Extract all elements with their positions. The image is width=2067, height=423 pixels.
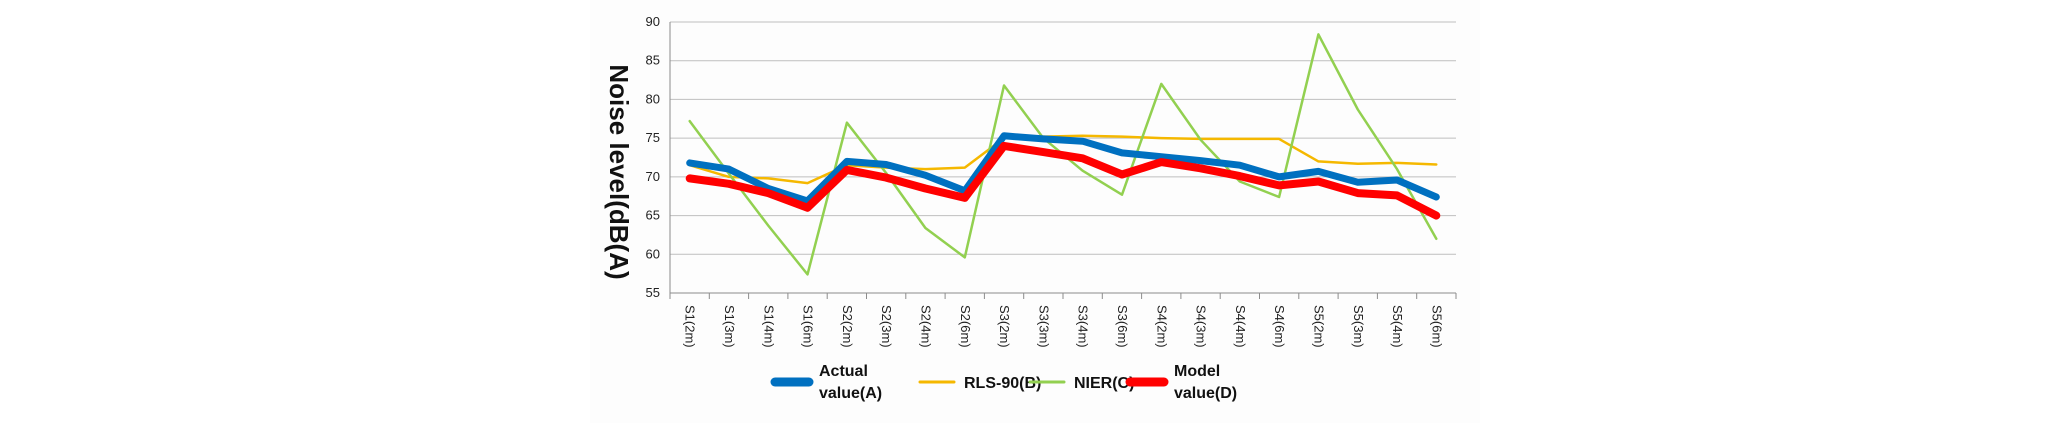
x-tick-label: S2(4m) [918, 305, 933, 348]
x-tick-label: S3(6m) [1115, 305, 1130, 348]
y-axis-label: Noise level(dB(A) [604, 64, 634, 279]
legend: Actual value(A) RLS-90(B) NIER(C) Model value… [770, 363, 1237, 402]
x-tick-label: S3(3m) [1036, 305, 1051, 348]
x-tick-labels: S1(2m) S1(3m) S1(4m) S1(6m) S2(2m) S2(3m) S2(4… [683, 305, 1445, 348]
legend-label: Actual [819, 363, 868, 380]
x-tick-label: S3(4m) [1076, 305, 1091, 348]
x-tick-label: S3(2m) [997, 305, 1012, 348]
series-lines [685, 33, 1441, 276]
x-tick-label: S2(2m) [840, 305, 855, 348]
y-tick-label: 90 [646, 14, 660, 29]
series-line [686, 132, 1440, 205]
y-tick-label: 65 [646, 208, 660, 223]
x-tick-label: S1(3m) [722, 305, 737, 348]
chart-container: 55 60 65 70 75 80 85 90 S1(2m) S1(3m) S1(4m) S1(6m… [590, 0, 1480, 423]
x-tick-label: S2(3m) [879, 305, 894, 348]
legend-item: NIER(C) [1028, 375, 1134, 392]
x-tick-label: S4(6m) [1272, 305, 1287, 348]
legend-label: RLS-90(B) [964, 375, 1041, 392]
x-tick-label: S2(6m) [958, 305, 973, 348]
y-tick-label: 60 [646, 246, 660, 261]
series-line [685, 141, 1441, 220]
legend-label: NIER(C) [1074, 375, 1134, 392]
x-tick-label: S5(3m) [1351, 305, 1366, 348]
y-tick-label: 85 [646, 53, 660, 68]
y-tick-labels: 55 60 65 70 75 80 85 90 [646, 14, 660, 300]
noise-level-line-chart: 55 60 65 70 75 80 85 90 S1(2m) S1(3m) S1(4m) S1(6m… [604, 14, 1457, 402]
y-tick-label: 75 [646, 130, 660, 145]
legend-item: Model value(D) [1125, 363, 1237, 402]
x-tick-label: S4(3m) [1194, 305, 1209, 348]
x-tick-label: S5(2m) [1311, 305, 1326, 348]
legend-label: value(A) [819, 385, 882, 402]
series-line [688, 134, 1438, 185]
x-tick-label: S1(2m) [683, 305, 698, 348]
x-tick-label: S1(6m) [801, 305, 816, 348]
legend-item: Actual value(A) [770, 363, 882, 402]
x-tick-label: S4(2m) [1154, 305, 1169, 348]
legend-label: Model [1174, 363, 1220, 380]
y-tick-label: 80 [646, 91, 660, 106]
y-tick-label: 55 [646, 285, 660, 300]
axes [669, 22, 1457, 299]
x-tick-label: S1(4m) [761, 305, 776, 348]
x-tick-label: S5(6m) [1429, 305, 1444, 348]
legend-label: value(D) [1174, 385, 1237, 402]
legend-item: RLS-90(B) [918, 375, 1041, 392]
x-tick-label: S5(4m) [1390, 305, 1405, 348]
y-tick-label: 70 [646, 169, 660, 184]
x-tick-label: S4(4m) [1233, 305, 1248, 348]
